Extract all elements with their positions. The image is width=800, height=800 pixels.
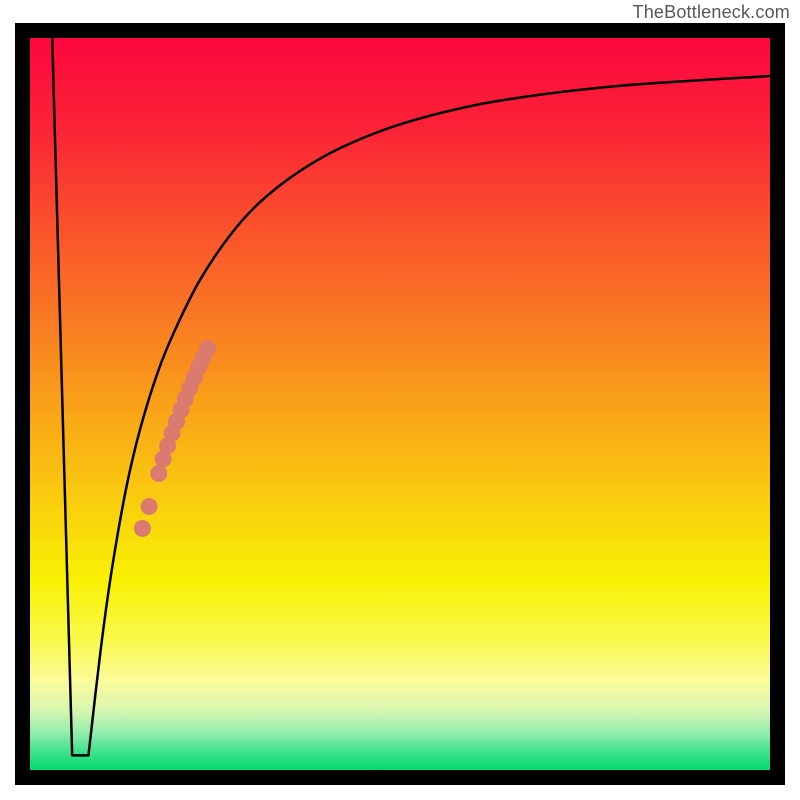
highlight-dot [199, 340, 216, 357]
chart-root: TheBottleneck.com [0, 0, 800, 800]
attribution-text: TheBottleneck.com [633, 2, 790, 23]
bottleneck-chart [0, 0, 800, 800]
plot-background [30, 38, 770, 770]
highlight-dot [150, 465, 167, 482]
highlight-dot [141, 498, 158, 515]
highlight-dot [134, 520, 151, 537]
